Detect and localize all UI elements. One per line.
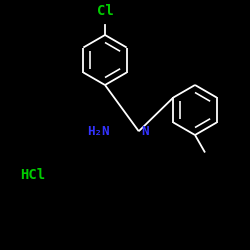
Text: HCl: HCl [20,168,45,182]
Text: N: N [141,125,149,138]
Text: Cl: Cl [96,4,114,18]
Text: H₂N: H₂N [88,125,110,138]
